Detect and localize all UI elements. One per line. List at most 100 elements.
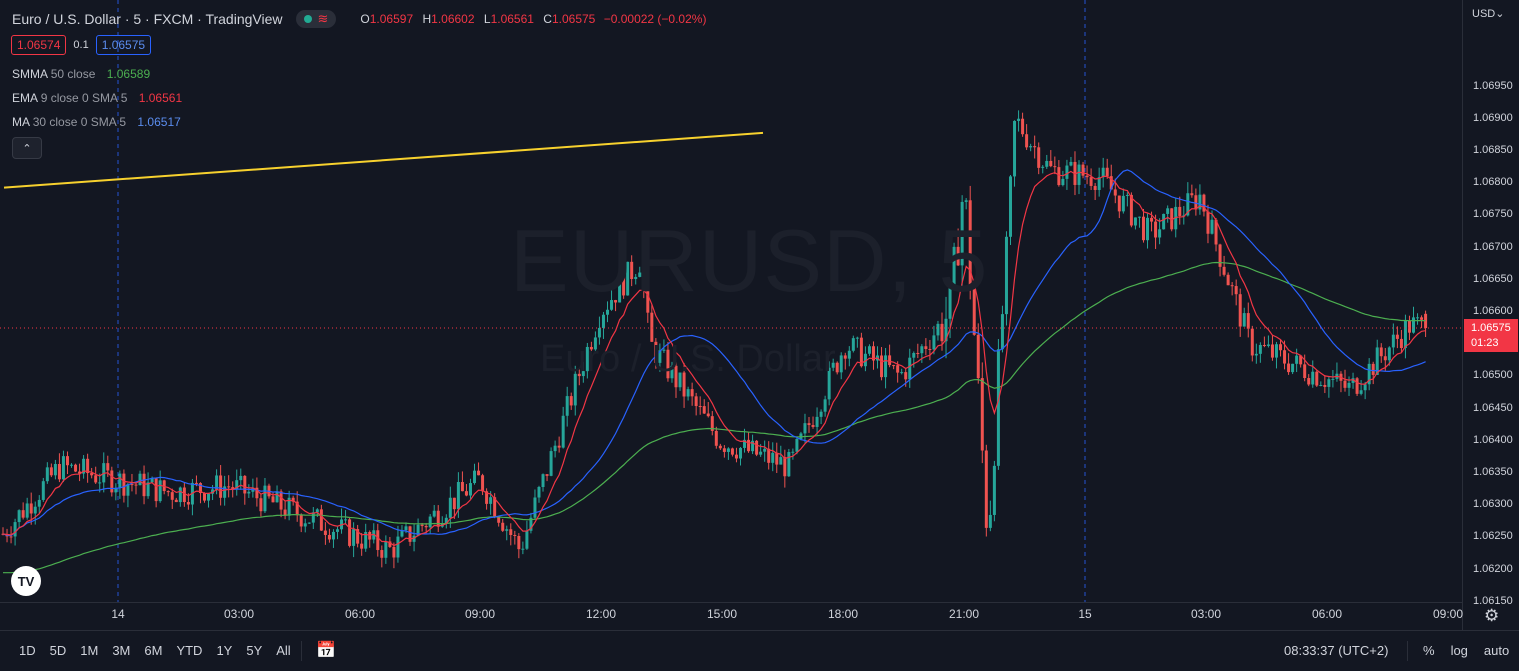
candle-body: [561, 415, 565, 448]
candle-body: [231, 487, 235, 490]
candle-body: [747, 439, 751, 452]
range-button-all[interactable]: All: [276, 643, 291, 658]
candle-body: [722, 448, 726, 452]
candle-body: [924, 346, 928, 349]
candle-body: [239, 475, 243, 481]
candle-body: [960, 201, 964, 266]
candle-body: [779, 457, 783, 465]
log-scale-toggle[interactable]: log: [1450, 643, 1468, 658]
candle-body: [235, 480, 239, 490]
clock-timezone[interactable]: 08:33:37 (UTC+2): [1284, 643, 1389, 658]
candle-body: [565, 396, 569, 416]
candle-body: [827, 367, 831, 400]
spread-value: 0.1: [73, 39, 89, 51]
candle-body: [807, 423, 811, 426]
candle-body: [710, 416, 714, 431]
candle-body: [892, 365, 896, 367]
range-button-3m[interactable]: 3M: [112, 643, 131, 658]
auto-scale-toggle[interactable]: auto: [1483, 643, 1510, 658]
candle-body: [888, 355, 892, 366]
candle-body: [610, 300, 614, 310]
candle-body: [1085, 175, 1089, 178]
candle-body: [654, 341, 658, 363]
candle-body: [283, 509, 287, 516]
range-button-5y[interactable]: 5Y: [246, 643, 263, 658]
candle-body: [581, 371, 585, 377]
candle-body: [1166, 208, 1170, 214]
candle-body: [106, 463, 110, 471]
candle-body: [1129, 194, 1133, 226]
candle-body: [932, 335, 936, 350]
indicator-smma-legend[interactable]: SMMA 50 close 1.06589: [12, 67, 151, 81]
candle-body: [1057, 167, 1061, 186]
price-chart[interactable]: [0, 0, 1519, 630]
candle-body: [182, 487, 186, 503]
time-label: 18:00: [827, 607, 859, 621]
candle-body: [569, 396, 573, 406]
candle-body: [162, 480, 166, 492]
candle-body: [485, 491, 489, 504]
tradingview-logo-icon[interactable]: TV: [11, 566, 41, 596]
candle-body: [344, 519, 348, 521]
candle-body: [880, 355, 884, 378]
candle-body: [255, 487, 259, 499]
collapse-legend-button[interactable]: ⌃: [12, 137, 42, 159]
range-button-1d[interactable]: 1D: [19, 643, 36, 658]
gear-icon[interactable]: ⚙: [1484, 606, 1500, 625]
candle-body: [706, 413, 710, 417]
candle-body: [1004, 236, 1008, 315]
candle-body: [835, 362, 839, 373]
symbol-title[interactable]: Euro / U.S. Dollar · 5 · FXCM · TradingV…: [12, 11, 283, 27]
open-value: 1.06597: [369, 12, 414, 26]
candle-body: [259, 498, 263, 512]
go-to-date-icon[interactable]: 📅: [316, 642, 336, 659]
candle-body: [730, 448, 734, 455]
indicator-value: 1.06589: [106, 67, 151, 81]
candle-body: [49, 467, 53, 476]
chevron-up-icon: ⌃: [22, 142, 32, 155]
candle-body: [928, 348, 932, 350]
currency-selector[interactable]: USD⌄: [1472, 8, 1505, 20]
candle-body: [734, 454, 738, 459]
candle-body: [380, 550, 384, 558]
price-label: 1.06950: [1473, 79, 1513, 92]
candle-body: [1065, 165, 1069, 179]
sell-button[interactable]: 1.06574: [11, 35, 67, 55]
candle-body: [1077, 164, 1081, 185]
candle-body: [1246, 313, 1250, 329]
candle-body: [1343, 380, 1347, 388]
candle-body: [170, 492, 174, 500]
candle-body: [9, 536, 13, 538]
candle-body: [980, 378, 984, 451]
indicator-ema-legend[interactable]: EMA 9 close 0 SMA 5 1.06561: [12, 91, 183, 105]
candle-body: [1403, 320, 1407, 349]
candle-body: [557, 445, 561, 448]
candle-body: [1101, 167, 1105, 178]
date-range-buttons: 1D 5D 1M 3M 6M YTD 1Y 5Y All: [19, 643, 305, 658]
range-button-1m[interactable]: 1M: [80, 643, 99, 658]
candle-body: [702, 406, 706, 414]
candle-body: [37, 499, 41, 507]
candle-body: [432, 510, 436, 517]
time-label: 09:00: [1432, 607, 1464, 621]
candle-body: [41, 481, 45, 500]
buy-button[interactable]: 1.06575: [95, 35, 152, 55]
candle-body: [146, 482, 150, 497]
candle-body: [424, 525, 428, 528]
candle-body: [428, 516, 432, 528]
candle-body: [408, 526, 412, 542]
candle-body: [1262, 345, 1266, 347]
range-button-ytd[interactable]: YTD: [176, 643, 203, 658]
candle-body: [606, 309, 609, 315]
candle-body: [537, 487, 541, 498]
candle-body: [1186, 193, 1190, 216]
percent-scale-toggle[interactable]: %: [1423, 643, 1435, 658]
market-status-pill[interactable]: ≋: [296, 10, 337, 28]
candle-body: [525, 530, 529, 549]
indicator-ma-legend[interactable]: MA 30 close 0 SMA 5 1.06517: [12, 115, 181, 129]
candle-body: [1009, 176, 1012, 237]
range-button-1y[interactable]: 1Y: [216, 643, 233, 658]
range-button-5d[interactable]: 5D: [49, 643, 67, 658]
candle-body: [855, 337, 859, 339]
range-button-6m[interactable]: 6M: [144, 643, 163, 658]
